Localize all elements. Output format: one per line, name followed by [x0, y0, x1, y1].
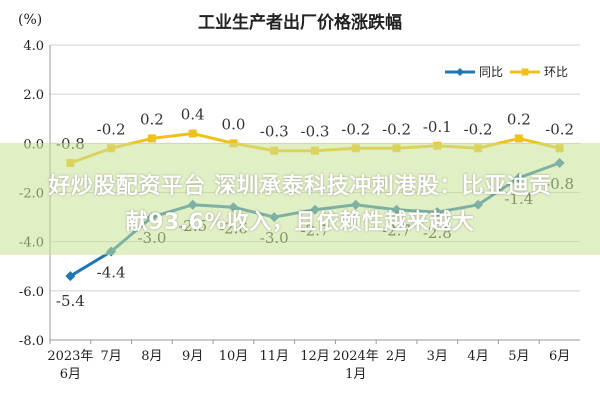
y-tick-label: 4.0: [23, 39, 44, 54]
legend-label: 环比: [544, 65, 568, 79]
x-tick-label: 7月: [101, 349, 122, 364]
data-label: -4.4: [97, 264, 126, 282]
data-point: [65, 271, 76, 282]
x-tick-label: 12月: [300, 349, 330, 364]
x-tick-label: 4月: [467, 349, 488, 364]
x-tick-label: 2023年 6月: [47, 349, 93, 382]
legend-marker: [521, 68, 529, 76]
x-tick-label: 2024年 1月: [333, 349, 379, 382]
y-tick-label: -6.0: [19, 285, 44, 300]
x-tick-label: 6月: [549, 349, 570, 364]
data-point: [188, 129, 197, 138]
data-label: -0.1: [423, 118, 452, 136]
data-label: -0.2: [382, 120, 411, 138]
y-tick-label: -8.0: [19, 334, 44, 349]
legend-label: 同比: [479, 65, 503, 79]
overlay-banner: [0, 143, 600, 255]
x-tick-label: 2月: [386, 349, 407, 364]
data-label: 0.2: [140, 110, 164, 128]
data-label: -0.3: [260, 123, 289, 141]
data-label: -0.3: [301, 123, 330, 141]
x-tick-label: 5月: [508, 349, 529, 364]
data-label: 0.2: [507, 110, 531, 128]
unit-label: (%): [18, 12, 42, 28]
data-label: -0.2: [97, 120, 126, 138]
overlay-headline-line2: 献93.6%收入，且依赖性越来越大: [125, 210, 475, 235]
x-tick-label: 9月: [182, 349, 203, 364]
data-label: -5.4: [56, 292, 85, 310]
overlay-headline-line1: 好炒股配资平台 深圳承泰科技冲刺港股：比亚迪贡: [48, 174, 552, 199]
x-tick-label: 10月: [219, 349, 249, 364]
data-point: [514, 134, 523, 143]
x-tick-label: 3月: [427, 349, 448, 364]
chart-title: 工业生产者出厂价格涨跌幅: [198, 12, 402, 33]
x-tick-label: 8月: [141, 349, 162, 364]
data-label: -0.2: [464, 120, 493, 138]
legend: 同比 环比: [445, 65, 568, 79]
data-label: 0.0: [222, 115, 246, 133]
legend-marker: [456, 68, 464, 76]
data-label: -0.2: [545, 120, 574, 138]
x-tick-label: 11月: [259, 349, 289, 364]
y-tick-label: 2.0: [23, 88, 44, 103]
data-label: -0.2: [341, 120, 370, 138]
data-label: 0.4: [181, 106, 205, 124]
data-point: [147, 134, 156, 143]
